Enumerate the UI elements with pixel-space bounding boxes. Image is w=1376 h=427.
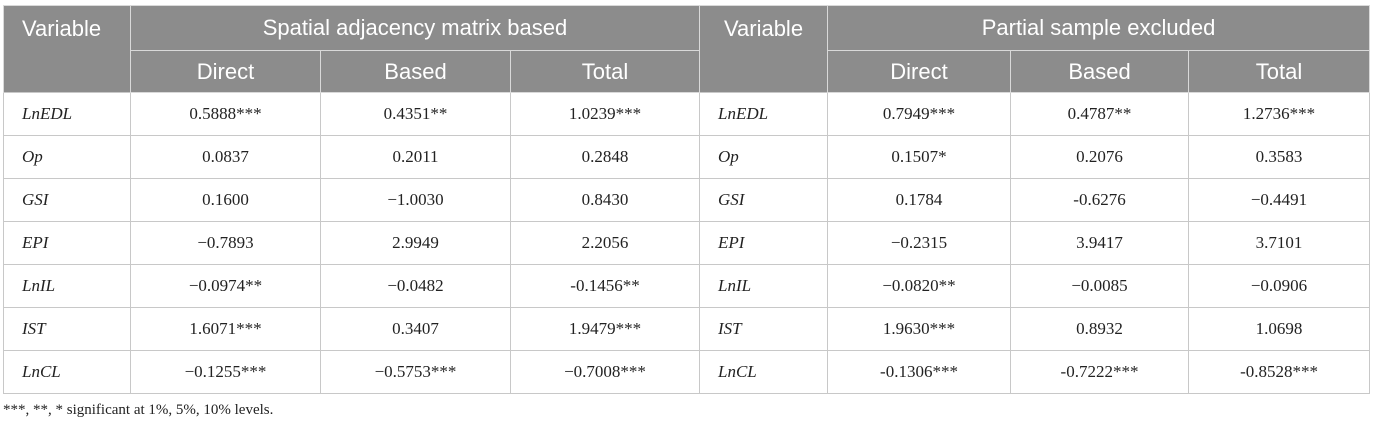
direct-cell-left: −0.1255*** — [130, 350, 321, 394]
variable-cell-left: IST — [3, 307, 131, 351]
group-header-partial-sample: Partial sample excluded — [827, 5, 1371, 51]
direct-cell-left: 0.1600 — [130, 178, 321, 222]
direct-cell-left: 1.6071*** — [130, 307, 321, 351]
based-cell-left: −0.0482 — [320, 264, 511, 308]
subheader-total-left: Total — [509, 50, 701, 93]
significance-footnote: ***, **, * significant at 1%, 5%, 10% le… — [3, 402, 274, 418]
variable-cell-left: GSI — [3, 178, 131, 222]
based-cell-left: 2.9949 — [320, 221, 511, 265]
based-cell-left: 0.4351** — [320, 92, 511, 136]
variable-cell-right: LnCL — [699, 350, 829, 394]
results-table: Variable Spatial adjacency matrix based … — [3, 5, 1371, 394]
total-cell-right: -0.8528*** — [1188, 350, 1371, 394]
subheader-based-left: Based — [320, 50, 511, 93]
based-cell-left: −1.0030 — [320, 178, 511, 222]
total-cell-left: 1.0239*** — [509, 92, 701, 136]
direct-cell-right: 0.1507* — [827, 135, 1012, 179]
header-row-effects: Direct Based Total Direct Based Total — [4, 50, 1371, 93]
direct-cell-left: −0.7893 — [130, 221, 321, 265]
total-cell-left: -0.1456** — [509, 264, 701, 308]
direct-cell-right: −0.0820** — [827, 264, 1012, 308]
variable-cell-right: GSI — [699, 178, 829, 222]
variable-cell-left: LnCL — [3, 350, 131, 394]
total-cell-left: −0.7008*** — [509, 350, 701, 394]
direct-cell-left: −0.0974** — [130, 264, 321, 308]
table-body: LnEDL 0.5888*** 0.4351** 1.0239*** LnEDL… — [3, 92, 1371, 394]
based-cell-right: 3.9417 — [1010, 221, 1190, 265]
table-row: LnEDL 0.5888*** 0.4351** 1.0239*** LnEDL… — [3, 92, 1371, 136]
based-cell-left: 0.2011 — [320, 135, 511, 179]
total-cell-right: −0.4491 — [1188, 178, 1371, 222]
total-cell-left: 0.8430 — [509, 178, 701, 222]
results-table-container: Variable Spatial adjacency matrix based … — [3, 5, 1371, 394]
direct-cell-right: 1.9630*** — [827, 307, 1012, 351]
based-cell-right: 0.8932 — [1010, 307, 1190, 351]
variable-cell-right: EPI — [699, 221, 829, 265]
direct-cell-right: −0.2315 — [827, 221, 1012, 265]
table-row: EPI −0.7893 2.9949 2.2056 EPI −0.2315 3.… — [3, 221, 1371, 265]
variable-cell-right: IST — [699, 307, 829, 351]
subheader-based-right: Based — [1010, 50, 1190, 93]
table-row: GSI 0.1600 −1.0030 0.8430 GSI 0.1784 -0.… — [3, 178, 1371, 222]
variable-cell-right: Op — [699, 135, 829, 179]
total-cell-right: 1.0698 — [1188, 307, 1371, 351]
total-cell-right: 1.2736*** — [1188, 92, 1371, 136]
variable-cell-left: Op — [3, 135, 131, 179]
based-cell-right: 0.2076 — [1010, 135, 1190, 179]
based-cell-left: −0.5753*** — [320, 350, 511, 394]
variable-cell-left: LnIL — [3, 264, 131, 308]
table-row: IST 1.6071*** 0.3407 1.9479*** IST 1.963… — [3, 307, 1371, 351]
total-cell-left: 2.2056 — [509, 221, 701, 265]
direct-cell-right: 0.7949*** — [827, 92, 1012, 136]
total-cell-right: 0.3583 — [1188, 135, 1371, 179]
subheader-direct-right: Direct — [827, 50, 1012, 93]
total-cell-left: 0.2848 — [509, 135, 701, 179]
table-header: Variable Spatial adjacency matrix based … — [3, 5, 1371, 93]
total-cell-left: 1.9479*** — [509, 307, 701, 351]
table-row: LnIL −0.0974** −0.0482 -0.1456** LnIL −0… — [3, 264, 1371, 308]
group-header-spatial-adjacency: Spatial adjacency matrix based — [129, 5, 701, 51]
based-cell-right: −0.0085 — [1010, 264, 1190, 308]
variable-cell-right: LnEDL — [699, 92, 829, 136]
total-cell-right: −0.0906 — [1188, 264, 1371, 308]
variable-cell-left: EPI — [3, 221, 131, 265]
based-cell-left: 0.3407 — [320, 307, 511, 351]
direct-cell-right: 0.1784 — [827, 178, 1012, 222]
table-row: Op 0.0837 0.2011 0.2848 Op 0.1507* 0.207… — [3, 135, 1371, 179]
variable-cell-right: LnIL — [699, 264, 829, 308]
based-cell-right: 0.4787** — [1010, 92, 1190, 136]
direct-cell-left: 0.0837 — [130, 135, 321, 179]
variable-cell-left: LnEDL — [3, 92, 131, 136]
subheader-direct-left: Direct — [130, 50, 321, 93]
direct-cell-left: 0.5888*** — [130, 92, 321, 136]
based-cell-right: -0.7222*** — [1010, 350, 1190, 394]
subheader-total-right: Total — [1188, 50, 1371, 93]
total-cell-right: 3.7101 — [1188, 221, 1371, 265]
based-cell-right: -0.6276 — [1010, 178, 1190, 222]
table-row: LnCL −0.1255*** −0.5753*** −0.7008*** Ln… — [3, 350, 1371, 394]
variable-column-header-left: Variable — [3, 5, 131, 93]
direct-cell-right: -0.1306*** — [827, 350, 1012, 394]
header-row-groups: Variable Spatial adjacency matrix based … — [3, 5, 1371, 93]
variable-column-header-right: Variable — [699, 5, 829, 93]
